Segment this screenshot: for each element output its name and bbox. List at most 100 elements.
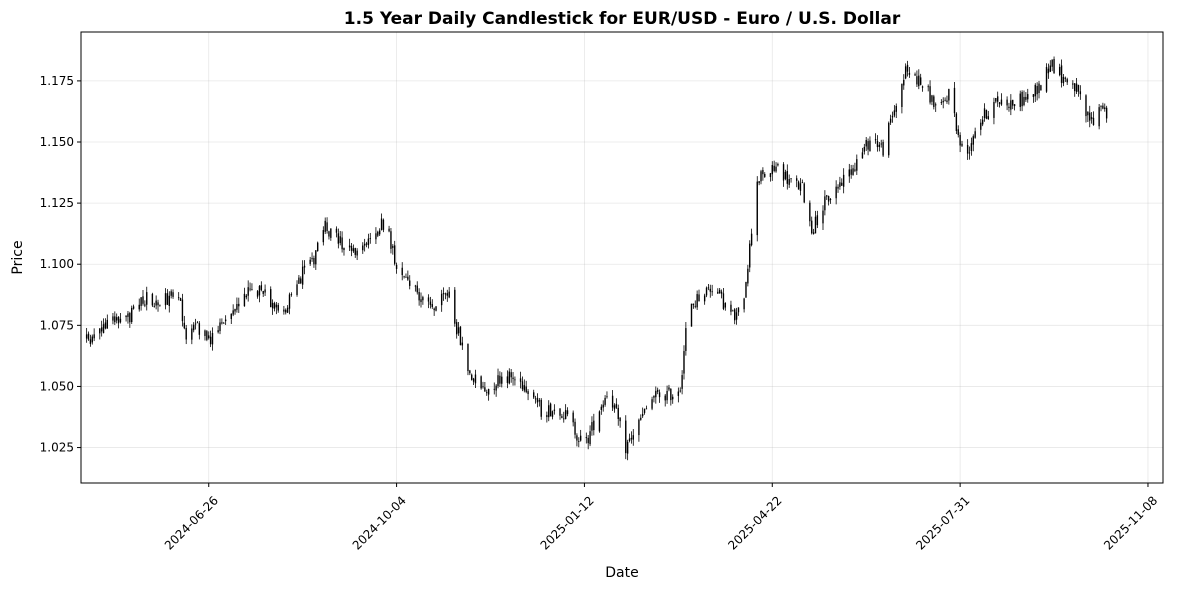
- candle-body: [566, 410, 569, 415]
- candle-body: [256, 291, 259, 297]
- candle-body: [221, 322, 223, 324]
- candle-body: [598, 411, 601, 432]
- candle-body: [104, 322, 107, 329]
- candle-body: [322, 230, 325, 243]
- candle-body: [812, 232, 815, 235]
- candle-body: [234, 308, 236, 312]
- candle-body: [1012, 99, 1014, 106]
- candle-body: [918, 75, 920, 87]
- candle-body: [1064, 77, 1067, 79]
- candle-body: [313, 258, 315, 265]
- candle-body: [966, 145, 969, 154]
- candle-body: [262, 290, 264, 294]
- candle-body: [474, 374, 477, 384]
- candle-body: [1072, 83, 1074, 85]
- candle-body: [238, 303, 240, 307]
- candle-body: [251, 289, 253, 291]
- candle-body: [429, 301, 432, 305]
- candle-body: [626, 441, 629, 454]
- candle-body: [826, 195, 828, 197]
- candle-body: [510, 372, 512, 378]
- candle-body: [392, 245, 394, 248]
- candle-body: [856, 159, 858, 171]
- candle-body: [354, 248, 356, 255]
- y-tick-label: 1.075: [40, 318, 74, 332]
- candle-body: [260, 285, 263, 291]
- candle-body: [514, 379, 516, 381]
- candle-body: [422, 297, 424, 301]
- candle-body: [837, 186, 839, 189]
- candle-body: [972, 136, 974, 145]
- candle-body: [403, 276, 405, 278]
- candle-body: [362, 245, 364, 251]
- candle-body: [1098, 107, 1100, 127]
- candle-body: [869, 140, 871, 152]
- candle-body: [677, 391, 680, 396]
- candle-body: [365, 243, 368, 245]
- candle-body: [409, 280, 411, 286]
- candle-body: [718, 289, 721, 294]
- candle-body: [316, 242, 319, 252]
- candle-body: [459, 326, 462, 346]
- candle-body: [519, 378, 522, 382]
- candle-body: [664, 395, 666, 401]
- candle-body: [1053, 58, 1055, 74]
- x-tick-label: 2025-07-31: [913, 493, 972, 552]
- candle-body: [613, 405, 616, 410]
- candle-body: [271, 302, 274, 309]
- candle-body: [942, 100, 944, 103]
- candle-body: [995, 98, 997, 102]
- candle-body: [891, 115, 894, 118]
- candle-body: [418, 292, 420, 301]
- candle-body: [959, 134, 961, 146]
- candle-body: [574, 421, 576, 435]
- candle-body: [1092, 117, 1095, 125]
- candle-body: [795, 178, 798, 181]
- candle-body: [193, 324, 195, 331]
- candle-body: [223, 322, 225, 324]
- candle-body: [138, 304, 140, 310]
- candle-body: [764, 174, 766, 177]
- candle-body: [658, 392, 661, 398]
- candle-body: [232, 310, 234, 315]
- candle-body: [1006, 99, 1008, 106]
- candle-body: [497, 375, 499, 387]
- candle-body: [1062, 76, 1065, 84]
- candle-body: [243, 293, 246, 307]
- candle-body: [1021, 91, 1023, 107]
- candle-body: [420, 299, 422, 303]
- candle-body: [587, 437, 589, 444]
- candle-body: [177, 297, 180, 299]
- candle-body: [572, 412, 574, 423]
- candle-body: [283, 309, 285, 312]
- candle-body: [666, 390, 668, 401]
- candle-body: [523, 385, 526, 391]
- candle-body: [181, 299, 184, 322]
- candle-body: [469, 370, 471, 374]
- candle-body: [724, 302, 727, 308]
- candle-body: [390, 231, 392, 249]
- candle-body: [484, 387, 486, 392]
- candle-body: [1023, 96, 1025, 106]
- candle-body: [743, 298, 745, 310]
- candle-body: [245, 295, 248, 298]
- candle-body: [405, 276, 407, 278]
- candle-body: [709, 288, 711, 292]
- candle-body: [114, 316, 116, 323]
- candle-body: [198, 323, 201, 335]
- candle-body: [1087, 111, 1089, 116]
- candle-body: [326, 222, 328, 232]
- candle-body: [803, 183, 805, 203]
- candle-body: [311, 258, 313, 260]
- candle-body: [1085, 95, 1087, 117]
- candle-body: [525, 386, 527, 393]
- candle-body: [1027, 94, 1029, 100]
- candle-body: [146, 292, 148, 305]
- candle-body: [944, 99, 946, 101]
- candle-body: [707, 287, 710, 289]
- candle-body: [1090, 117, 1093, 119]
- candle-body: [467, 343, 469, 372]
- y-axis: 1.025 1.050 1.075 1.100 1.125 1.150 1.175: [40, 74, 81, 455]
- candle-body: [632, 435, 634, 440]
- candle-body: [209, 336, 212, 345]
